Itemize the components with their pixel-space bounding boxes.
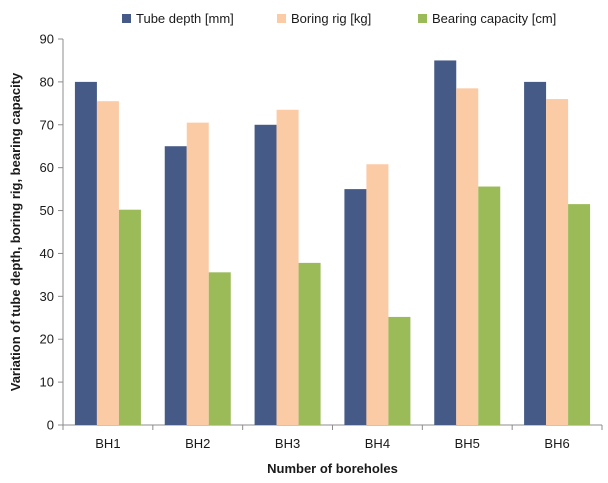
bar-3-bh4 <box>388 316 411 425</box>
x-tick-label: BH4 <box>365 436 390 451</box>
legend: Tube depth [mm] Boring rig [kg] Bearing ca… <box>122 11 556 26</box>
y-tick-label: 40 <box>40 246 54 261</box>
bar-1-bh4 <box>344 189 367 425</box>
bar-2-bh1 <box>96 101 119 425</box>
y-tick-label: 70 <box>40 117 54 132</box>
y-tick-label: 80 <box>40 74 54 89</box>
legend-swatch-2 <box>277 14 286 23</box>
bar-1-bh3 <box>254 124 277 426</box>
bar-1-bh5 <box>434 60 457 425</box>
bar-3-bh3 <box>298 262 321 425</box>
bar-2-bh3 <box>276 109 299 426</box>
bar-2-bh2 <box>186 122 209 425</box>
y-tick-label: 20 <box>40 332 54 347</box>
legend-label-1: Tube depth [mm] <box>136 11 234 26</box>
bar-2-bh5 <box>456 88 479 426</box>
x-tick-label: BH2 <box>185 436 210 451</box>
legend-label-2: Boring rig [kg] <box>291 11 371 26</box>
bars <box>74 60 591 426</box>
bar-2-bh4 <box>366 164 389 426</box>
bar-3-bh6 <box>568 204 591 425</box>
legend-swatch-1 <box>122 14 131 23</box>
bar-1-bh2 <box>164 146 187 425</box>
x-axis: BH1 BH2 BH3 BH4 BH5 BH6 <box>62 424 603 451</box>
x-tick-label: BH5 <box>455 436 480 451</box>
y-tick-label: 30 <box>40 289 54 304</box>
legend-swatch-3 <box>418 14 427 23</box>
y-axis-title: Variation of tube depth, boring rig, bea… <box>8 72 23 391</box>
bar-2-bh6 <box>546 99 569 426</box>
legend-label-3: Bearing capacity [cm] <box>432 11 556 26</box>
bar-1-bh1 <box>74 81 97 425</box>
x-axis-title: Number of boreholes <box>267 461 398 476</box>
bar-3-bh1 <box>118 209 141 425</box>
y-tick-label: 0 <box>47 418 54 433</box>
bar-3-bh5 <box>478 186 501 425</box>
x-tick-label: BH3 <box>275 436 300 451</box>
bar-3-bh2 <box>208 272 231 425</box>
y-tick-label: 10 <box>40 375 54 390</box>
y-tick-label: 60 <box>40 160 54 175</box>
x-tick-label: BH6 <box>544 436 569 451</box>
y-axis: 0 10 20 30 40 50 60 70 80 90 <box>40 32 64 433</box>
bar-1-bh6 <box>524 81 547 425</box>
x-tick-label: BH1 <box>95 436 120 451</box>
y-tick-label: 90 <box>40 32 54 47</box>
y-tick-label: 50 <box>40 203 54 218</box>
